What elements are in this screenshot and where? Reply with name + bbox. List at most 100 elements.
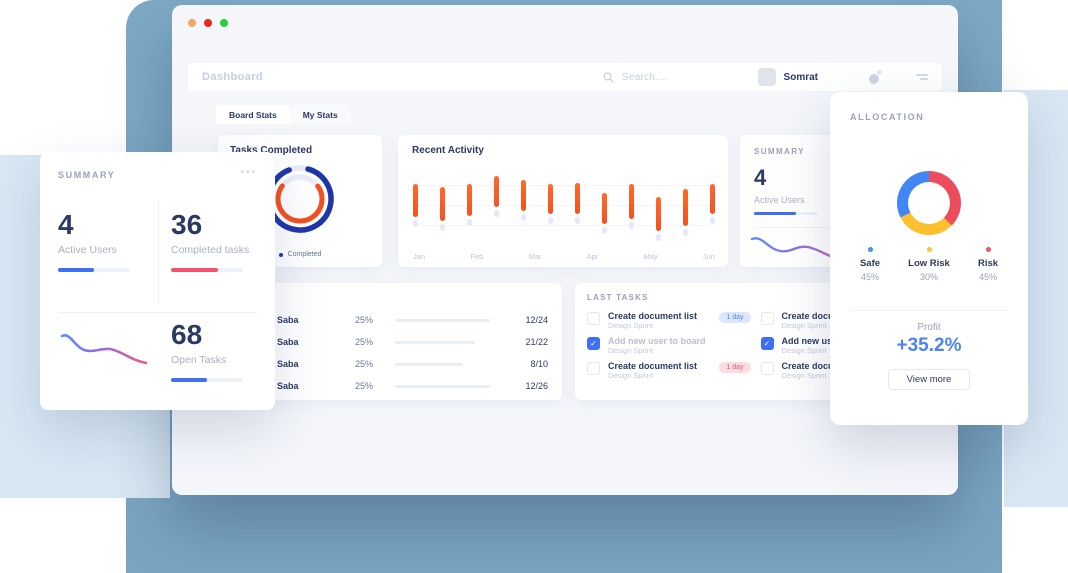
gridline <box>413 225 715 226</box>
task-checkbox[interactable] <box>587 362 600 375</box>
task-subtitle: Design Sprint <box>781 321 827 330</box>
x-axis-labels: Jan Feb Mar Apr May Jun <box>413 252 715 261</box>
stat-progress <box>58 268 130 272</box>
activity-bar-shadow <box>467 219 472 227</box>
task-item: ✓ Add new user to board Design Sprint <box>587 336 757 360</box>
stat-label: Open Tasks <box>171 354 227 366</box>
legend-percent: 45% <box>978 272 997 282</box>
task-subtitle: Design Sprint <box>608 346 654 355</box>
activity-plot <box>413 167 715 243</box>
window-maximize-dot[interactable] <box>220 19 228 27</box>
progress-bar <box>395 362 462 366</box>
activity-bar <box>683 189 688 227</box>
stat-label: Completed tasks <box>171 244 250 256</box>
user-menu[interactable]: Somrat <box>757 68 818 86</box>
tab-my-stats[interactable]: My Stats <box>289 105 351 124</box>
last-tasks-title: LAST TASKS <box>587 293 649 302</box>
activity-bar <box>467 184 472 217</box>
legend-ring-icon <box>867 247 873 252</box>
month-label: Jan <box>413 252 426 261</box>
table-row[interactable]: Saba 25% 8/10 <box>255 353 562 375</box>
task-subtitle: Design Sprint <box>608 371 654 380</box>
search-input[interactable]: Search.... <box>603 72 668 83</box>
activity-bar <box>413 184 418 218</box>
activity-bar-shadow <box>413 220 418 228</box>
donut-legend: Completed <box>218 251 382 258</box>
active-users-label: Active Users <box>754 195 805 205</box>
tasks-completed-title: Tasks Completed <box>230 145 313 156</box>
recent-activity-title: Recent Activity <box>412 145 484 156</box>
table-row[interactable]: Saba 25% 21/22 <box>255 331 562 353</box>
stat-progress <box>171 378 243 382</box>
table-row[interactable]: Saba 25% 12/24 <box>255 309 562 331</box>
task-checkbox[interactable]: ✓ <box>587 337 600 350</box>
allocation-donut-chart <box>897 171 961 235</box>
task-count: 8/10 <box>530 359 548 369</box>
window-close-dot[interactable] <box>204 19 212 27</box>
legend-percent: 30% <box>919 272 938 282</box>
table-row[interactable]: Saba 25% 12/26 <box>255 375 562 397</box>
stat-active-users: 4 Active Users <box>58 210 148 272</box>
task-title: Create document list <box>608 311 698 321</box>
gridline <box>413 185 715 186</box>
task-checkbox[interactable]: ✓ <box>760 337 774 350</box>
window-controls <box>188 19 228 27</box>
avatar <box>757 68 776 86</box>
task-badge: 1 day <box>719 362 751 373</box>
stat-value: 36 <box>171 209 203 240</box>
member-name: Saba <box>277 315 299 325</box>
legend-percent: 45% <box>860 272 879 282</box>
activity-bar-shadow <box>521 214 526 222</box>
notification-icon[interactable] <box>868 70 882 84</box>
task-checkbox[interactable] <box>760 312 774 325</box>
task-checkbox[interactable] <box>760 362 774 375</box>
progress-segment-blue <box>395 319 443 322</box>
summary-right-title: SUMMARY <box>754 147 805 156</box>
menu-icon[interactable] <box>916 72 928 82</box>
stats-tabs: Board Stats My Stats <box>216 105 351 124</box>
task-checkbox[interactable] <box>587 312 600 325</box>
team-progress-card: y Saba 25% 12/24 Saba <box>255 283 562 400</box>
progress-percent: 25% <box>355 381 374 391</box>
activity-bar <box>656 196 661 231</box>
allocation-legend: Safe 45% Low Risk 30% Risk 45% <box>844 247 1014 282</box>
task-title: Create document list <box>608 361 698 371</box>
month-label: May <box>643 252 658 261</box>
task-count: 12/26 <box>525 381 548 391</box>
month-label: Apr <box>586 252 599 261</box>
profit-label: Profit <box>917 322 941 333</box>
activity-bar-shadow <box>656 233 661 241</box>
progress-segment-red <box>443 319 463 322</box>
activity-bar-shadow <box>440 223 445 231</box>
task-count: 21/22 <box>525 337 548 347</box>
more-options-icon[interactable]: ••• <box>240 167 257 178</box>
task-title: Add new user to board <box>608 336 706 346</box>
summary-title: SUMMARY <box>58 170 116 180</box>
member-name: Saba <box>277 381 299 391</box>
active-users-value: 4 <box>754 165 767 190</box>
legend-label: Low Risk <box>908 258 950 269</box>
legend-label: Safe <box>859 258 881 269</box>
stat-value: 68 <box>171 319 203 350</box>
trend-line-chart <box>60 334 148 365</box>
stat-value: 4 <box>58 209 74 240</box>
stat-open-tasks: 68 Open Tasks <box>171 320 261 382</box>
legend-label: Completed <box>287 251 322 258</box>
active-users-progress <box>754 212 818 215</box>
page-title: Dashboard <box>202 71 264 83</box>
activity-bar <box>521 179 526 212</box>
recent-activity-card: Recent Activity Jan Feb Mar Apr May Jun <box>398 135 728 267</box>
task-count: 12/24 <box>525 315 548 325</box>
progress-segment-red <box>427 363 447 366</box>
stat-progress <box>171 268 243 272</box>
tab-board-stats[interactable]: Board Stats <box>216 105 290 124</box>
task-title: Create document list <box>781 311 871 321</box>
legend-item: Risk 45% <box>962 247 1014 282</box>
progress-segment-red <box>443 385 452 388</box>
allocation-card: ALLOCATION Safe 45% Low Risk 30% <box>830 92 1028 425</box>
activity-bar-shadow <box>683 229 688 237</box>
divider <box>58 312 257 313</box>
view-more-button[interactable]: View more <box>888 369 970 390</box>
progress-percent: 25% <box>355 359 374 369</box>
window-minimize-dot[interactable] <box>188 19 196 27</box>
